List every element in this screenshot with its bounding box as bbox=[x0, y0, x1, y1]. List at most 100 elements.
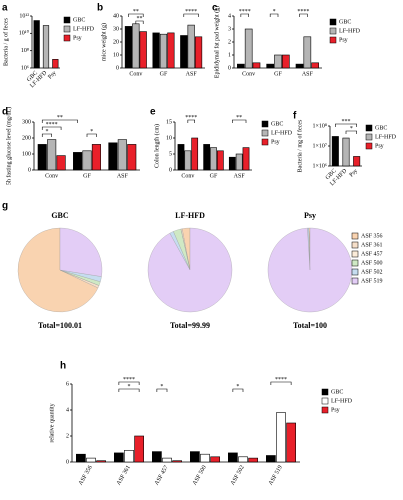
significance-label: **** bbox=[239, 9, 251, 15]
significance-label: * bbox=[128, 384, 131, 390]
x-tick-label: ASF 519 bbox=[268, 465, 284, 487]
y-tick-label: 2 bbox=[228, 39, 231, 45]
bar bbox=[96, 460, 106, 463]
x-tick-label: ASF bbox=[117, 173, 129, 179]
legend-swatch bbox=[329, 18, 337, 26]
y-tick-label: 10⁸ bbox=[21, 48, 29, 54]
panel-letter: f bbox=[293, 111, 297, 122]
pie-slice bbox=[59, 227, 103, 277]
legend-swatch bbox=[365, 124, 373, 132]
y-axis-label: mice weight (g) bbox=[100, 23, 107, 61]
bar bbox=[152, 32, 160, 69]
x-tick-label: Psy bbox=[47, 70, 57, 80]
legend-label: ASF 519 bbox=[361, 278, 383, 284]
legend-label: LF-HFD bbox=[73, 26, 95, 32]
x-tick-label: ASF bbox=[302, 71, 314, 77]
bar bbox=[228, 156, 236, 171]
bar bbox=[180, 35, 188, 69]
bar bbox=[238, 456, 248, 463]
y-tick-label: 5 bbox=[169, 151, 172, 157]
bar bbox=[114, 452, 124, 463]
bar bbox=[190, 451, 200, 463]
significance-label: * bbox=[90, 129, 93, 135]
bar bbox=[187, 24, 195, 69]
bar bbox=[177, 144, 185, 171]
significance-bracket bbox=[41, 133, 52, 137]
bar bbox=[42, 25, 50, 69]
bar bbox=[235, 153, 243, 171]
significance-bracket bbox=[345, 130, 357, 134]
legend-swatch bbox=[63, 34, 71, 42]
x-tick-label: ASF 502 bbox=[230, 465, 246, 487]
significance-bracket bbox=[187, 119, 195, 123]
y-tick-label: 100 bbox=[22, 151, 31, 157]
y-tick-label: 3 bbox=[228, 26, 231, 32]
x-tick-label: GF bbox=[210, 173, 218, 179]
significance-label: * bbox=[350, 126, 353, 132]
significance-label: * bbox=[45, 129, 48, 135]
y-tick-label: 10¹² bbox=[19, 13, 29, 19]
pie-total: Total=100 bbox=[293, 321, 327, 330]
pie-slice bbox=[267, 227, 353, 313]
significance-label: ** bbox=[133, 9, 139, 15]
bar bbox=[286, 422, 296, 463]
x-tick-label: Conv bbox=[45, 173, 58, 179]
legend-swatch bbox=[351, 268, 359, 276]
significance-bracket bbox=[240, 13, 249, 17]
y-tick-label: 15 bbox=[166, 119, 172, 125]
y-tick-label: 0 bbox=[66, 459, 69, 465]
legend-label: GBC bbox=[375, 125, 387, 131]
bar bbox=[172, 460, 182, 463]
x-tick-label: Conv bbox=[242, 71, 255, 77]
significance-label: * bbox=[160, 384, 163, 390]
bar bbox=[73, 152, 83, 171]
legend-swatch bbox=[261, 138, 269, 146]
legend-label: Psy bbox=[331, 407, 340, 413]
legend-label: LF-HFD bbox=[339, 28, 361, 34]
y-tick-label: 4 bbox=[228, 13, 231, 19]
bar bbox=[266, 63, 274, 69]
bar bbox=[52, 59, 59, 69]
legend-swatch bbox=[365, 142, 373, 150]
legend-label: GBC bbox=[339, 19, 351, 25]
significance-label: **** bbox=[297, 9, 309, 15]
x-tick-label: GF bbox=[160, 71, 168, 77]
legend-label: Psy bbox=[339, 37, 348, 43]
bar bbox=[134, 435, 144, 463]
bar bbox=[124, 449, 134, 463]
legend-swatch bbox=[351, 250, 359, 258]
legend-label: Psy bbox=[73, 35, 82, 41]
bar bbox=[162, 457, 172, 463]
bar bbox=[184, 150, 192, 171]
legend-label: GBC bbox=[271, 121, 283, 127]
pie-total: Total=100.01 bbox=[38, 321, 82, 330]
pie-title: GBC bbox=[51, 211, 69, 220]
bar bbox=[191, 137, 199, 171]
bar bbox=[274, 54, 282, 69]
bar bbox=[342, 137, 350, 167]
x-tick-label: Psy bbox=[349, 168, 359, 178]
pie-slice bbox=[17, 227, 99, 313]
significance-bracket bbox=[299, 13, 308, 17]
y-tick-label: 10¹⁰ bbox=[19, 30, 30, 37]
panel-letter: a bbox=[2, 3, 8, 14]
pie-total: Total=99.99 bbox=[170, 321, 210, 330]
legend-swatch bbox=[261, 120, 269, 128]
significance-label: ** bbox=[236, 115, 242, 121]
bar bbox=[252, 62, 261, 69]
x-tick-label: Conv bbox=[181, 173, 194, 179]
x-tick-label: GF bbox=[83, 173, 91, 179]
y-tick-label: 4 bbox=[66, 407, 69, 413]
y-tick-label: 2 bbox=[66, 433, 69, 439]
y-axis-label: Colon length (cm) bbox=[153, 124, 160, 168]
legend-label: GBC bbox=[331, 389, 343, 395]
significance-bracket bbox=[128, 13, 144, 17]
legend-label: Psy bbox=[375, 143, 384, 149]
bar bbox=[210, 456, 220, 463]
y-axis-label: 5h fasting glucose level (mg/dL) bbox=[5, 107, 12, 185]
y-tick-label: 300 bbox=[22, 119, 31, 125]
significance-label: **** bbox=[46, 122, 58, 128]
legend-swatch bbox=[321, 388, 329, 396]
